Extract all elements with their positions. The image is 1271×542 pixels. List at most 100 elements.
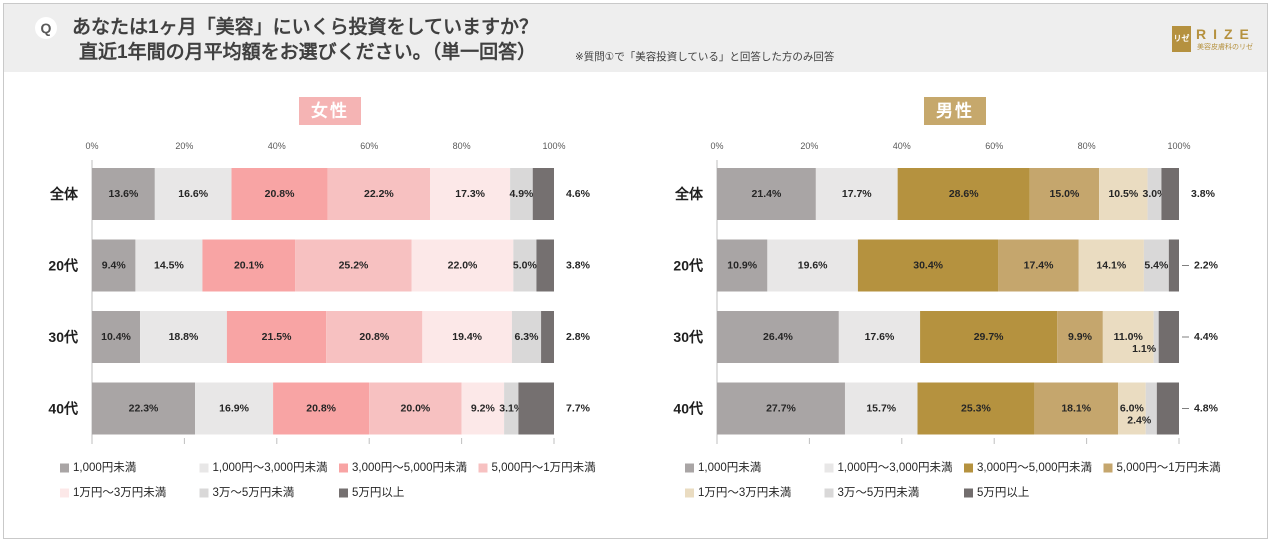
female-legend-text-1: 1,000円～3,000円未満: [213, 461, 328, 474]
female-bar-row2-series5: [511, 311, 542, 363]
male-value-label-row2-series1: 17.6%: [865, 331, 895, 343]
male-bar-row1-series2: [857, 239, 999, 292]
question-text-line-1: あなたは1ヶ月「美容」にいくら投資をしていますか？: [72, 17, 538, 38]
male-bar-row2-series5: [1153, 311, 1159, 363]
male-legend-swatch-6: [964, 488, 973, 498]
female-value-label-row0-series6: 4.6%: [566, 188, 591, 200]
male-title-box: [924, 97, 986, 125]
female-legend-swatch-3: [478, 463, 488, 473]
female-bar-row3-series4: [461, 382, 505, 435]
male-value-label-row2-series2: 29.7%: [974, 331, 1004, 343]
male-value-label-row3-series2: 25.3%: [961, 403, 991, 415]
female-chart-title: 女性: [311, 101, 349, 121]
female-value-label-row1-series1: 14.5%: [154, 260, 184, 272]
female-legend-swatch-5: [199, 488, 209, 498]
male-bar-row1-series6: [1168, 239, 1179, 292]
female-value-label-row0-series2: 20.8%: [265, 188, 295, 200]
female-value-label-row2-series3: 20.8%: [359, 331, 389, 343]
female-bar-row3-series1: [195, 382, 274, 435]
female-bar-row0-series5: [510, 168, 533, 220]
female-legend-text-6: 5万円以上: [352, 486, 404, 499]
female-bar-row0-series6: [532, 168, 554, 220]
female-bar-row2-series6: [541, 311, 554, 363]
male-value-label-row1-series5: 5.4%: [1144, 260, 1169, 272]
female-value-label-row2-series4: 19.4%: [452, 331, 482, 343]
male-bar-row0-series0: [717, 168, 816, 220]
male-chart: 男性 0% 20% 40% 60% 80% 100% 全体 21.4% 17.7% 28.6% 15.…: [673, 97, 1221, 499]
male-bar-row0-series2: [897, 168, 1030, 220]
male-row-label-1: 20代: [673, 258, 703, 274]
male-bar-row1-series0: [717, 239, 768, 292]
female-bar-row0-series0: [92, 168, 155, 220]
female-value-label-row2-series2: 21.5%: [262, 331, 292, 343]
male-bar-row3-series3: [1034, 382, 1119, 435]
female-tick-label-4: 80%: [453, 141, 471, 151]
female-value-label-row3-series3: 20.0%: [401, 403, 431, 415]
male-value-label-row3-series6: 4.8%: [1194, 403, 1219, 415]
slide-frame: [3, 3, 1268, 539]
male-bar-row3-series4: [1118, 382, 1146, 435]
male-row-label-0: 全体: [674, 186, 704, 202]
question-note: ※質問①で「美容投資している」と回答した方のみ回答: [575, 51, 835, 63]
male-bar-row1-series4: [1078, 239, 1144, 292]
female-value-label-row3-series5: 3.1%: [499, 403, 524, 415]
female-value-label-row3-series0: 22.3%: [129, 403, 159, 415]
male-value-label-row0-series6: 3.8%: [1191, 188, 1216, 200]
male-bar-row0-series1: [815, 168, 898, 220]
female-bar-row1-series3: [295, 239, 412, 292]
question-text-line-2: 直近1年間の月平均額をお選びください。（単一回答）: [79, 42, 537, 63]
female-title-box: [299, 97, 361, 125]
male-value-label-row3-series5: 2.4%: [1127, 415, 1152, 427]
male-legend-text-4: 1万円～3万円未満: [698, 486, 791, 499]
female-bar-row1-series1: [135, 239, 203, 292]
male-legend-text-6: 5万円以上: [977, 486, 1029, 499]
male-bar-row2-series0: [717, 311, 839, 363]
female-chart: 女性 0% 20% 40% 60% 80% 100% 全体 13.6% 16.6% 20.8% 22.…: [48, 97, 596, 499]
female-value-label-row1-series3: 25.2%: [339, 260, 369, 272]
female-bar-row1-series5: [513, 239, 537, 292]
male-bar-row2-series3: [1057, 311, 1103, 363]
female-row-label-0: 全体: [49, 186, 79, 202]
female-legend-text-4: 1万円～3万円未満: [73, 486, 166, 499]
female-bar-row2-series4: [422, 311, 512, 363]
male-legend-swatch-0: [685, 463, 694, 473]
female-bar-row3-series3: [369, 382, 462, 435]
female-bar-row3-series2: [273, 382, 370, 435]
male-tick-label-5: 100%: [1167, 141, 1190, 151]
male-tick-label-1: 20%: [800, 141, 818, 151]
female-bar-row0-series2: [231, 168, 328, 220]
female-bar-row1-series2: [202, 239, 296, 292]
female-value-label-row1-series4: 22.0%: [448, 260, 478, 272]
female-bar-row3-series0: [92, 382, 196, 435]
male-value-label-row0-series2: 28.6%: [949, 188, 979, 200]
male-value-label-row0-series0: 21.4%: [752, 188, 782, 200]
male-legend-swatch-3: [1103, 463, 1113, 473]
male-legend-text-1: 1,000円～3,000円未満: [838, 461, 953, 474]
male-value-label-row2-series3: 9.9%: [1068, 331, 1093, 343]
male-value-label-row0-series1: 17.7%: [842, 188, 872, 200]
male-value-label-row3-series3: 18.1%: [1061, 403, 1091, 415]
male-bar-row0-series5: [1147, 168, 1162, 220]
female-value-label-row3-series2: 20.8%: [306, 403, 336, 415]
male-chart-title: 男性: [936, 101, 974, 121]
male-bar-row3-series5: [1145, 382, 1157, 435]
female-value-label-row3-series1: 16.9%: [219, 403, 249, 415]
female-value-label-row3-series4: 9.2%: [471, 403, 496, 415]
female-bar-row1-series4: [411, 239, 514, 292]
male-bar-row1-series3: [998, 239, 1079, 292]
female-value-label-row0-series1: 16.6%: [178, 188, 208, 200]
male-legend-text-5: 3万～5万円未満: [838, 486, 920, 499]
male-bar-row3-series0: [717, 382, 845, 435]
male-value-label-row1-series4: 14.1%: [1096, 260, 1126, 272]
male-bar-row0-series4: [1099, 168, 1148, 220]
female-bar-row2-series1: [140, 311, 227, 363]
male-value-label-row1-series6: 2.2%: [1194, 260, 1219, 272]
male-bar-row3-series1: [844, 382, 918, 435]
female-value-label-row2-series6: 2.8%: [566, 331, 591, 343]
female-tick-label-0: 0%: [85, 141, 98, 151]
male-value-label-row1-series0: 10.9%: [727, 260, 757, 272]
male-legend-swatch-5: [824, 488, 834, 498]
male-value-label-row3-series0: 27.7%: [766, 403, 796, 415]
female-tick-label-1: 20%: [175, 141, 193, 151]
female-value-label-row1-series6: 3.8%: [566, 260, 591, 272]
